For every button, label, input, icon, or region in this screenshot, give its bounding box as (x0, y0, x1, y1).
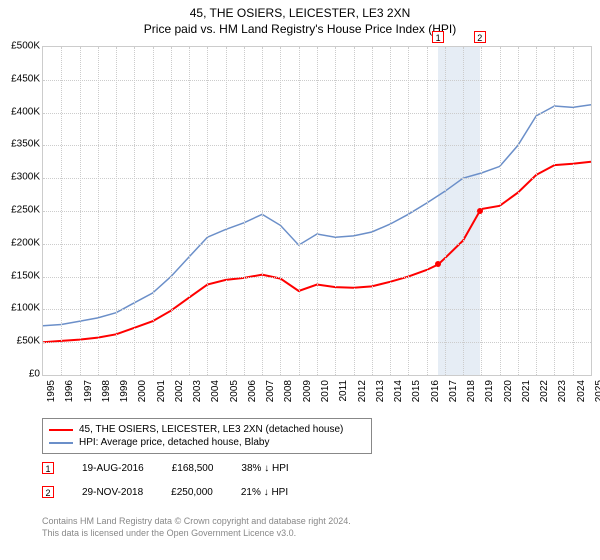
legend-label: HPI: Average price, detached house, Blab… (79, 437, 270, 448)
sale-row: 2 29-NOV-2018 £250,000 21% ↓ HPI (42, 486, 288, 498)
x-tick-label: 2014 (393, 380, 404, 410)
legend-swatch (49, 442, 73, 444)
x-tick-label: 2018 (466, 380, 477, 410)
sale-delta: 38% ↓ HPI (241, 463, 288, 474)
y-tick-label: £150K (4, 270, 40, 281)
x-tick-label: 1996 (64, 380, 75, 410)
x-tick-label: 2005 (229, 380, 240, 410)
legend-swatch (49, 429, 73, 431)
y-tick-label: £500K (4, 41, 40, 52)
sale-dot (477, 208, 483, 214)
x-tick-label: 2003 (192, 380, 203, 410)
plot-area: 12 (42, 46, 592, 376)
footer-line: This data is licensed under the Open Gov… (42, 528, 351, 540)
y-tick-label: £450K (4, 73, 40, 84)
legend: 45, THE OSIERS, LEICESTER, LE3 2XN (deta… (42, 418, 372, 454)
sale-date: 19-AUG-2016 (82, 463, 144, 474)
legend-row: 45, THE OSIERS, LEICESTER, LE3 2XN (deta… (49, 423, 365, 436)
footer: Contains HM Land Registry data © Crown c… (42, 516, 351, 539)
x-tick-label: 2022 (539, 380, 550, 410)
x-tick-label: 2009 (302, 380, 313, 410)
x-tick-label: 2002 (174, 380, 185, 410)
x-tick-label: 2001 (156, 380, 167, 410)
sale-price: £168,500 (172, 463, 214, 474)
sale-delta: 21% ↓ HPI (241, 487, 288, 498)
chart-container: 45, THE OSIERS, LEICESTER, LE3 2XN Price… (0, 0, 600, 560)
x-tick-label: 1995 (46, 380, 57, 410)
x-tick-label: 2010 (320, 380, 331, 410)
chart-title: 45, THE OSIERS, LEICESTER, LE3 2XN (0, 0, 600, 20)
sale-marker-chart: 1 (432, 31, 444, 43)
sale-marker-chart: 2 (474, 31, 486, 43)
x-tick-label: 2013 (375, 380, 386, 410)
x-tick-label: 2007 (265, 380, 276, 410)
y-tick-label: £50K (4, 336, 40, 347)
x-tick-label: 2021 (521, 380, 532, 410)
x-tick-label: 2016 (430, 380, 441, 410)
x-tick-label: 1998 (101, 380, 112, 410)
footer-line: Contains HM Land Registry data © Crown c… (42, 516, 351, 528)
y-tick-label: £300K (4, 172, 40, 183)
x-tick-label: 2004 (210, 380, 221, 410)
sale-date: 29-NOV-2018 (82, 487, 143, 498)
y-tick-label: £200K (4, 237, 40, 248)
y-tick-label: £100K (4, 303, 40, 314)
sale-marker-box: 2 (42, 486, 54, 498)
x-tick-label: 1999 (119, 380, 130, 410)
x-tick-label: 2000 (137, 380, 148, 410)
sale-price: £250,000 (171, 487, 213, 498)
chart-subtitle: Price paid vs. HM Land Registry's House … (0, 20, 600, 36)
x-tick-label: 2015 (411, 380, 422, 410)
sale-dot (435, 261, 441, 267)
x-tick-label: 2017 (448, 380, 459, 410)
x-tick-label: 2006 (247, 380, 258, 410)
x-tick-label: 2023 (557, 380, 568, 410)
y-tick-label: £400K (4, 106, 40, 117)
legend-label: 45, THE OSIERS, LEICESTER, LE3 2XN (deta… (79, 424, 343, 435)
x-tick-label: 2024 (576, 380, 587, 410)
x-tick-label: 2019 (484, 380, 495, 410)
x-tick-label: 2008 (283, 380, 294, 410)
y-tick-label: £250K (4, 205, 40, 216)
x-tick-label: 1997 (83, 380, 94, 410)
x-tick-label: 2025 (594, 380, 600, 410)
x-tick-label: 2020 (503, 380, 514, 410)
x-tick-label: 2011 (338, 380, 349, 410)
sale-row: 1 19-AUG-2016 £168,500 38% ↓ HPI (42, 462, 289, 474)
y-tick-label: £350K (4, 139, 40, 150)
y-tick-label: £0 (4, 369, 40, 380)
legend-row: HPI: Average price, detached house, Blab… (49, 436, 365, 449)
x-tick-label: 2012 (357, 380, 368, 410)
sale-marker-box: 1 (42, 462, 54, 474)
